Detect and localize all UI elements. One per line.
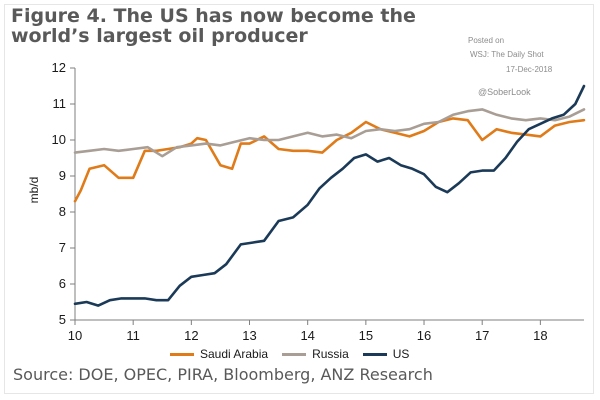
x-tick-label: 12 [184,328,198,343]
y-tick-label: 5 [59,312,66,327]
legend-label: Russia [312,347,349,361]
source-note: Source: DOE, OPEC, PIRA, Bloomberg, ANZ … [13,365,433,384]
series-line-saudi-arabia [73,117,586,203]
legend-label: US [392,347,410,361]
legend-item-saudi-arabia: Saudi Arabia [170,347,268,361]
chart-axes: 5 6 7 8 9 10 11 12 10 11 12 13 14 15 16 17 18 [52,60,584,343]
chart-series [73,84,586,307]
y-tick-label: 8 [59,204,66,219]
watermark-outlet: WSJ: The Daily Shot [470,50,544,59]
figure-frame [4,4,594,394]
y-tick-label: 6 [59,276,66,291]
x-tick-label: 18 [533,328,547,343]
y-tick-label: 11 [53,96,67,111]
chart-title: Figure 4. The US has now become the worl… [11,5,416,47]
x-tick-label: 13 [242,328,256,343]
chart-legend: Saudi Arabia Russia US [170,347,409,361]
y-tick-label: 7 [59,240,66,255]
legend-swatch [362,352,387,356]
legend-item-russia: Russia [282,347,349,361]
legend-label: Saudi Arabia [200,347,269,361]
y-tick-label: 10 [52,132,66,147]
x-tick-label: 17 [475,328,489,343]
x-tick-label: 16 [417,328,431,343]
x-tick-label: 11 [126,328,140,343]
series-line-us [73,84,586,307]
y-tick-label: 12 [52,60,66,75]
x-tick-label: 10 [68,328,82,343]
x-tick-label: 14 [300,328,314,343]
y-tick-label: 9 [59,168,66,183]
watermark-handle: @SoberLook [478,87,531,97]
watermark-posted-on: Posted on [468,36,505,45]
y-axis-label: mb/d [27,177,41,204]
watermark-date: 17-Dec-2018 [506,65,553,74]
series-line-russia [73,108,586,158]
legend-swatch [282,352,307,356]
legend-swatch [170,352,194,356]
legend-item-us: US [362,347,410,361]
x-tick-label: 15 [359,328,373,343]
